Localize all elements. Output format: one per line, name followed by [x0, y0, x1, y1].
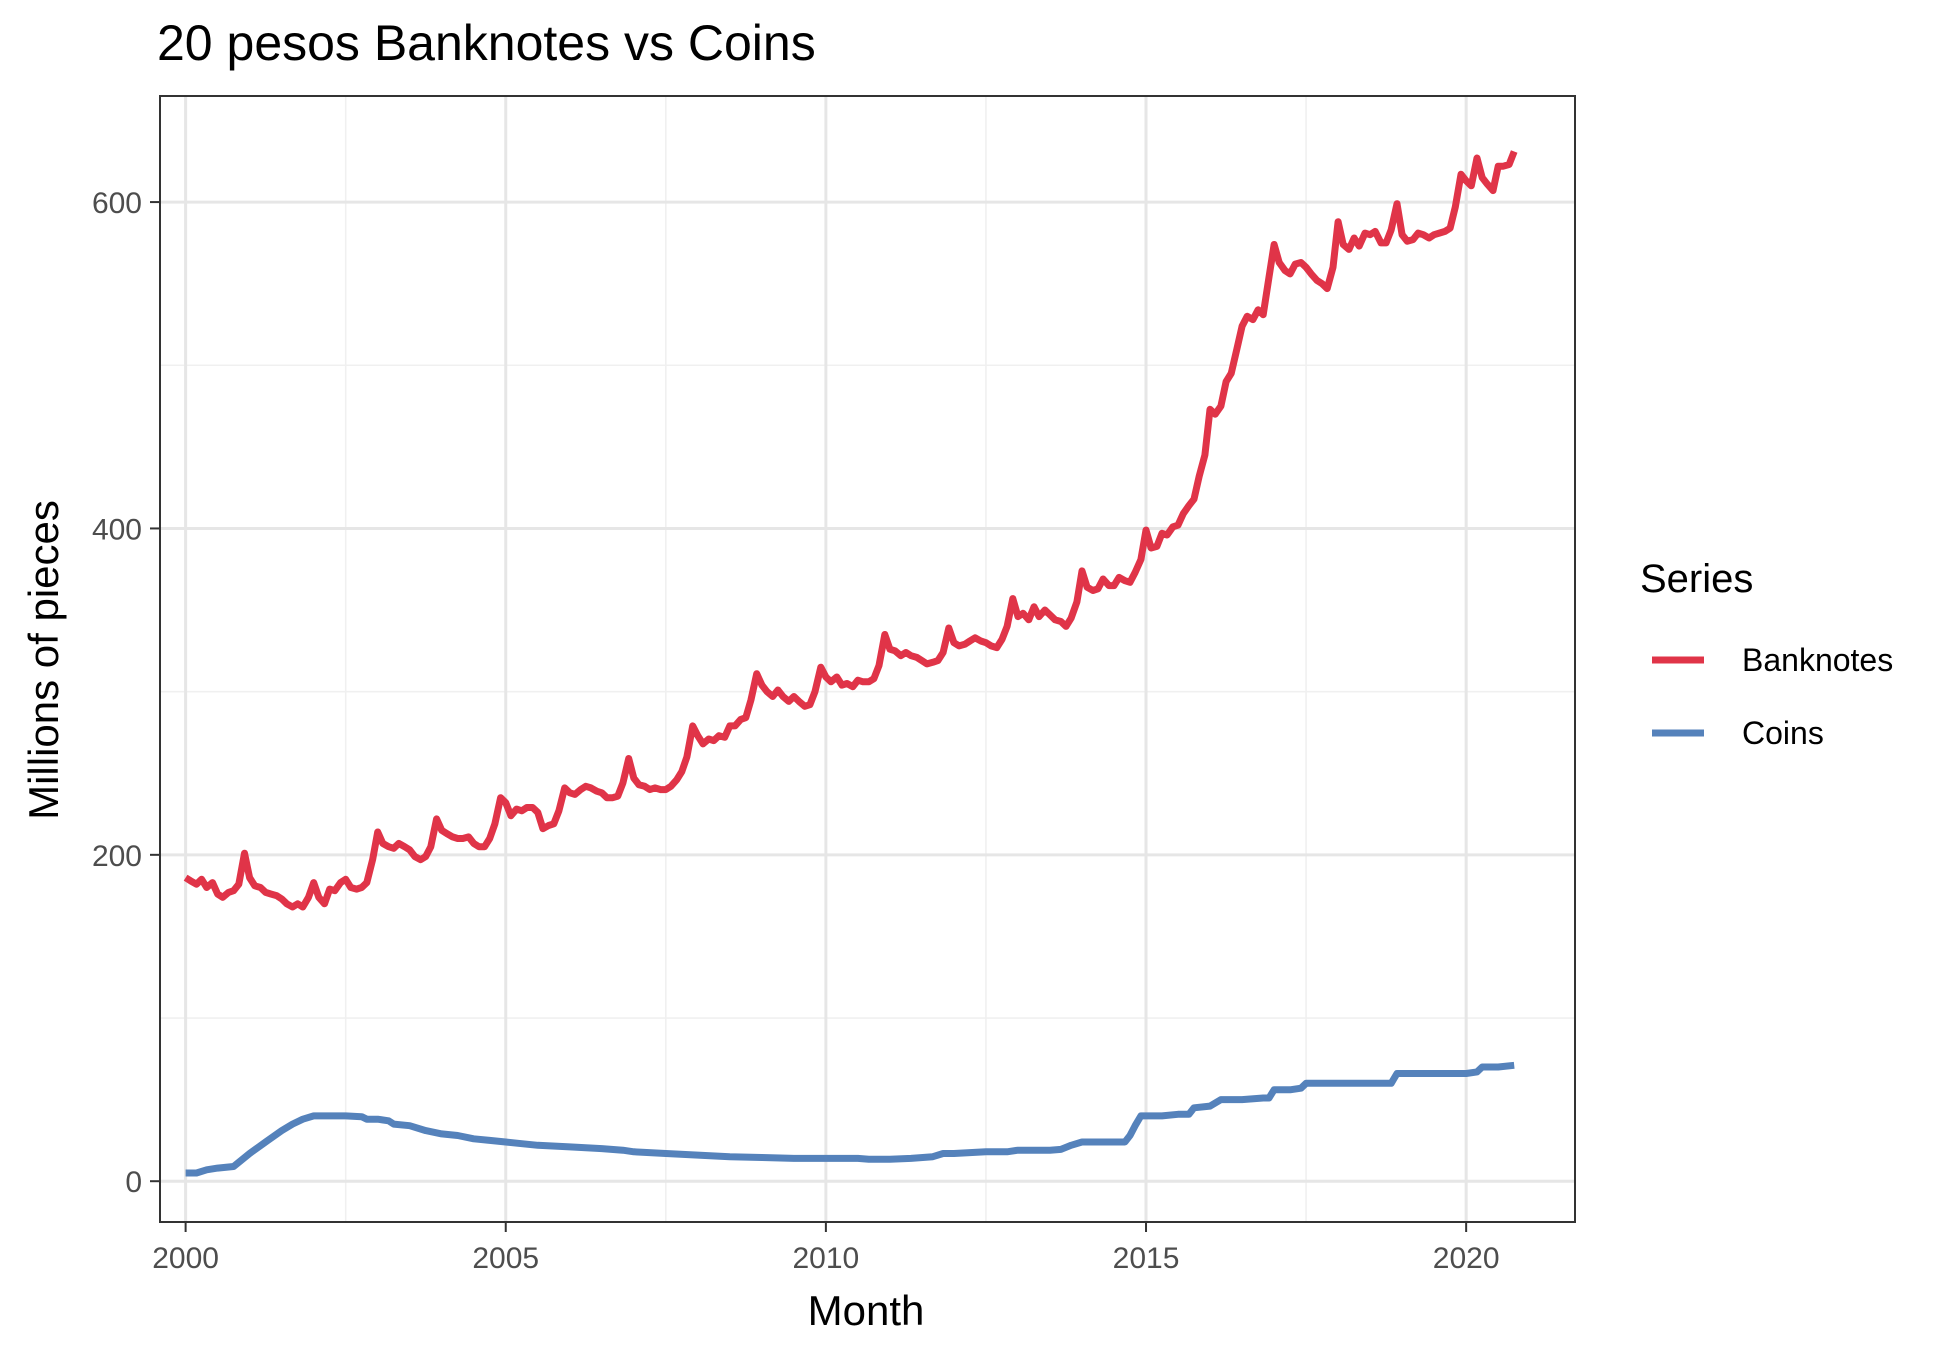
y-tick-label: 200	[92, 840, 142, 873]
series-line-coins	[185, 1061, 1515, 1177]
legend: Series Banknotes Coins	[1640, 557, 1893, 751]
plot-panel-border	[159, 95, 1576, 1223]
x-tick-label: 2010	[793, 1242, 860, 1275]
chart-title: 20 pesos Banknotes vs Coins	[157, 15, 816, 71]
legend-title: Series	[1640, 557, 1753, 601]
y-tick-label: 0	[125, 1166, 142, 1199]
minor-gridlines	[160, 96, 1575, 1222]
legend-label-banknotes: Banknotes	[1742, 642, 1893, 678]
legend-label-coins: Coins	[1742, 715, 1824, 751]
y-axis-ticks: 0 200 400 600	[92, 187, 160, 1199]
x-tick-label: 2020	[1433, 1242, 1500, 1275]
x-tick-label: 2015	[1113, 1242, 1180, 1275]
series-layer	[183, 150, 1518, 1177]
x-axis-ticks: 2000 2005 2010 2015 2020	[152, 1222, 1500, 1275]
x-axis-title: Month	[808, 1287, 925, 1334]
x-tick-label: 2005	[472, 1242, 539, 1275]
major-gridlines	[160, 96, 1575, 1222]
y-tick-label: 400	[92, 513, 142, 546]
series-line-banknotes	[183, 150, 1518, 911]
y-axis-title: Millions of pieces	[20, 500, 67, 820]
y-tick-label: 600	[92, 187, 142, 220]
x-tick-label: 2000	[152, 1242, 219, 1275]
